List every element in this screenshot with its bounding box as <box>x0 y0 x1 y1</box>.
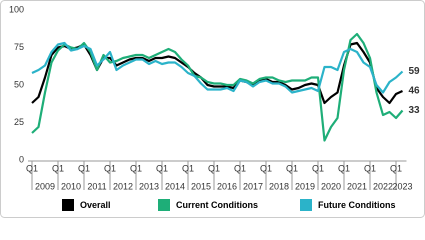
x-tick-label: Q1 <box>260 163 272 173</box>
legend-swatch <box>62 199 74 211</box>
end-label: 33 <box>409 105 421 116</box>
year-label: 2016 <box>217 181 237 191</box>
x-tick-label: Q1 <box>130 163 142 173</box>
x-tick-label: Q1 <box>156 163 168 173</box>
year-label: 2018 <box>269 181 289 191</box>
legend-text: Future Conditions <box>318 200 396 210</box>
x-tick-label: Q1 <box>286 163 298 173</box>
y-tick-label: 0 <box>19 154 24 164</box>
x-tick-label: Q1 <box>104 163 116 173</box>
x-tick-label: Q1 <box>52 163 64 173</box>
year-label: 2020 <box>321 181 341 191</box>
x-tick-label: Q1 <box>312 163 324 173</box>
year-label: 2011 <box>87 181 106 191</box>
y-tick-label: 100 <box>9 4 24 14</box>
x-tick-label: Q1 <box>26 163 38 173</box>
y-tick-label: 50 <box>14 79 24 89</box>
legend-swatch <box>300 199 312 211</box>
x-tick-label: Q1 <box>338 163 350 173</box>
y-tick-label: 25 <box>14 117 24 127</box>
x-tick-label: Q1 <box>208 163 220 173</box>
year-label: 2010 <box>61 181 81 191</box>
year-label: 2017 <box>243 181 263 191</box>
legend-text: Current Conditions <box>176 200 258 210</box>
year-label: 2015 <box>191 181 211 191</box>
year-label: 2012 <box>113 181 133 191</box>
x-tick-label: Q1 <box>390 163 402 173</box>
year-label: 2009 <box>35 181 55 191</box>
year-label: 2019 <box>295 181 315 191</box>
x-tick-label: Q1 <box>78 163 90 173</box>
series-line <box>31 32 404 142</box>
x-tick-label: Q1 <box>364 163 376 173</box>
year-label: 2013 <box>139 181 159 191</box>
legend-text: Overall <box>80 200 111 210</box>
y-tick-label: 75 <box>14 42 24 52</box>
series-line <box>31 41 404 94</box>
year-label: 2021 <box>347 181 367 191</box>
chart: 0 25 50 75 100 Q1 2009 Q1 2010 Q1 2011 Q1 2012 Q1 2013… <box>0 0 425 218</box>
year-label: 2014 <box>165 181 185 191</box>
year-label: 2023 <box>392 181 412 191</box>
x-tick-label: Q1 <box>234 163 246 173</box>
legend-swatch <box>158 199 170 211</box>
x-tick-label: Q1 <box>182 163 194 173</box>
end-label: 46 <box>409 86 421 97</box>
year-label: 2022 <box>373 181 393 191</box>
end-label: 59 <box>409 66 421 77</box>
